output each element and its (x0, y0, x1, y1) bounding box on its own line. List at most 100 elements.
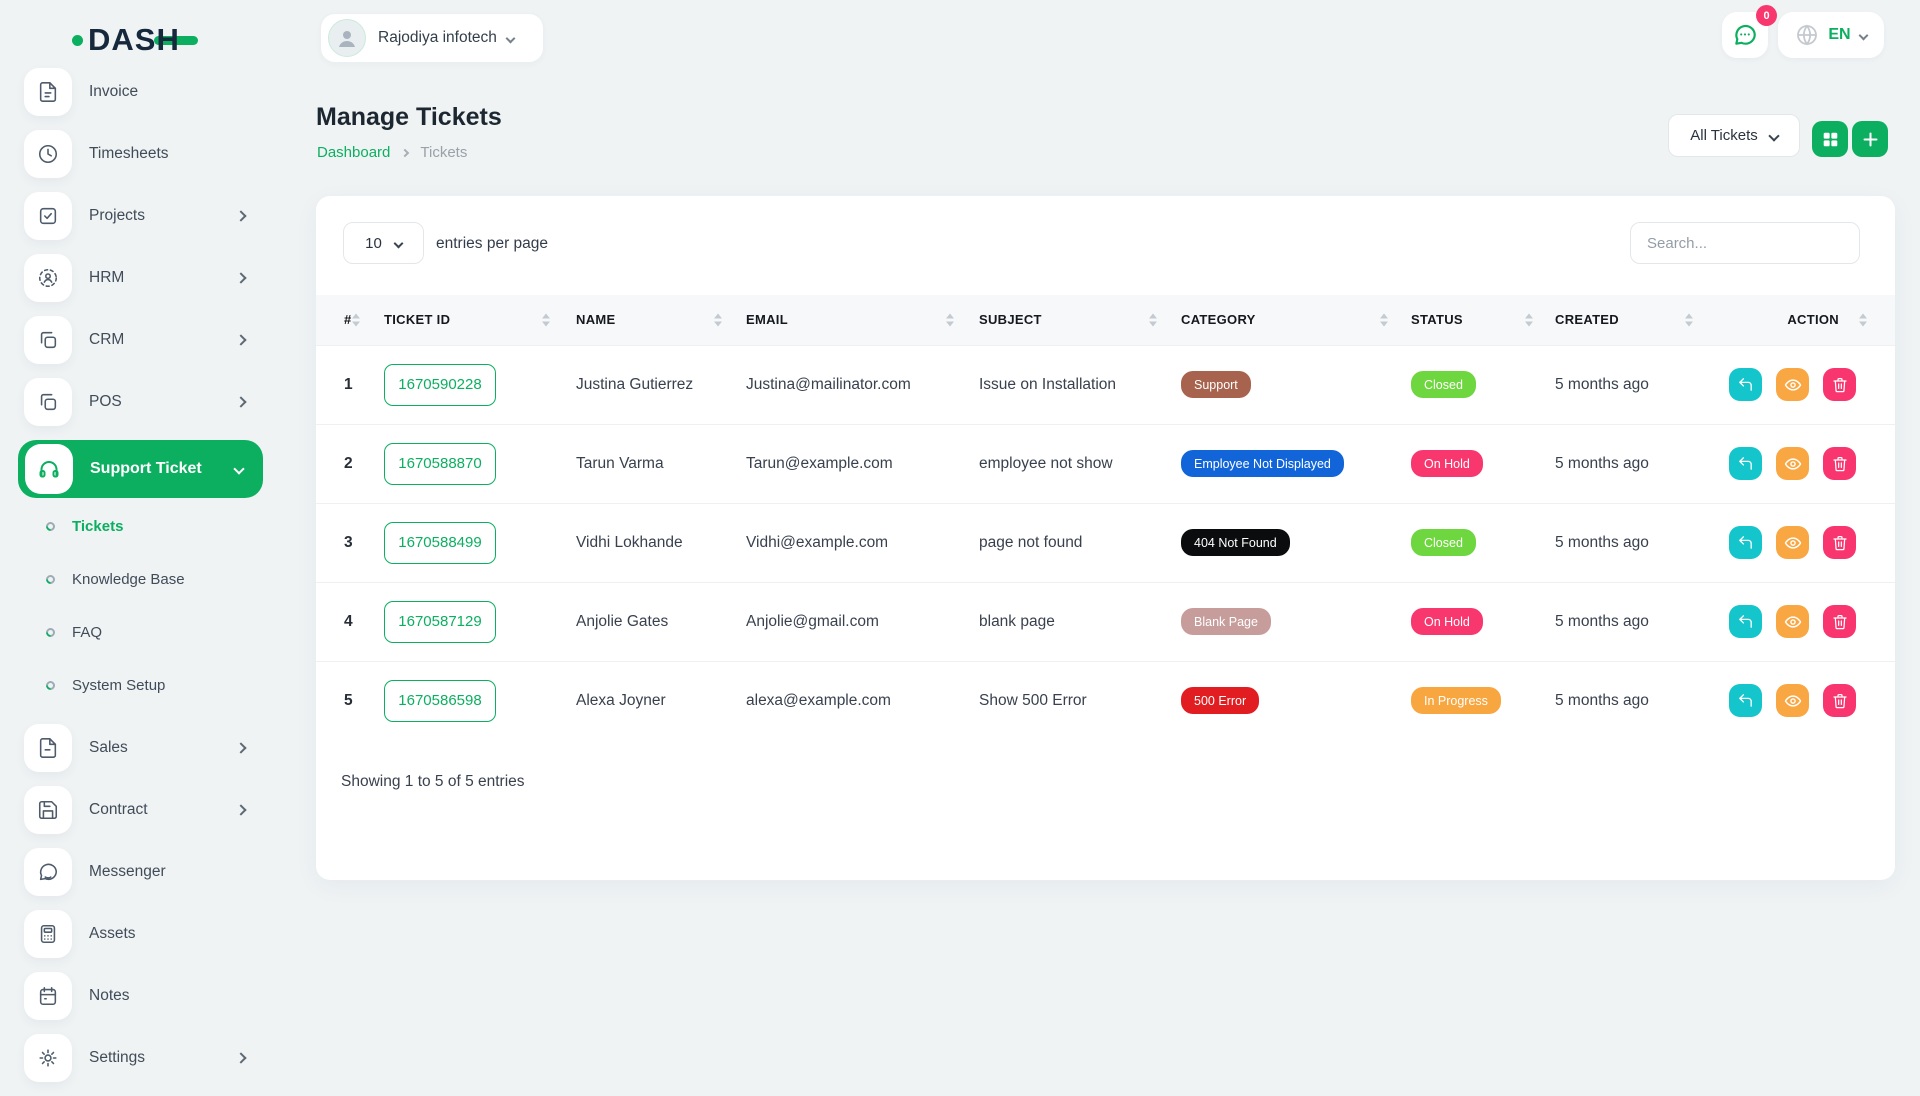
trash-icon (1832, 535, 1847, 550)
category-badge: 500 Error (1181, 687, 1260, 715)
reply-button[interactable] (1729, 605, 1762, 638)
trash-icon (1832, 693, 1847, 709)
sort-icon (352, 313, 360, 327)
row-number: 2 (316, 423, 374, 503)
ticket-created: 5 months ago (1547, 423, 1707, 503)
breadcrumb-current: Tickets (420, 144, 468, 161)
column-header-email[interactable]: EMAIL (736, 295, 968, 345)
view-button[interactable] (1776, 605, 1809, 638)
ticket-id-link[interactable]: 1670588870 (384, 442, 496, 485)
delete-button[interactable] (1823, 684, 1856, 718)
sort-icon (1149, 313, 1157, 327)
table-header-row: # TICKET ID NAME EMAIL SUBJECT CATEGORY … (316, 295, 1895, 345)
sidebar-item-faq[interactable]: FAQ (44, 618, 265, 646)
language-selector[interactable]: EN (1778, 12, 1884, 58)
ticket-subject: blank page (968, 581, 1171, 661)
table-row: 4 1670587129 Anjolie Gates Anjolie@gmail… (316, 581, 1895, 661)
breadcrumb-dashboard-link[interactable]: Dashboard (317, 144, 391, 161)
ticket-subject: Issue on Installation (968, 344, 1171, 424)
search-input[interactable] (1630, 222, 1860, 264)
column-header-created[interactable]: CREATED (1547, 295, 1707, 345)
sidebar-item-notes[interactable]: Notes (24, 972, 251, 1020)
reply-button[interactable] (1729, 368, 1762, 401)
ticket-subject: page not found (968, 502, 1171, 582)
sidebar-item-assets[interactable]: Assets (24, 910, 251, 958)
bullet-icon (44, 572, 57, 586)
row-number: 5 (316, 660, 374, 740)
sidebar-item-contract[interactable]: Contract (24, 786, 251, 834)
ticket-id-link[interactable]: 1670586598 (384, 679, 496, 722)
language-code: EN (1828, 26, 1851, 43)
entries-per-page-select[interactable]: 10 (343, 222, 424, 264)
view-button[interactable] (1776, 447, 1809, 480)
sidebar-item-pos[interactable]: POS (24, 378, 251, 426)
ticket-id-link[interactable]: 1670588499 (384, 521, 496, 564)
ticket-filter-select[interactable]: All Tickets (1668, 114, 1800, 157)
column-header-num[interactable]: # (316, 295, 374, 345)
bullet-icon (44, 625, 57, 639)
table-row: 1 1670590228 Justina Gutierrez Justina@m… (316, 344, 1895, 424)
sidebar-item-settings[interactable]: Settings (24, 1034, 251, 1082)
sidebar-item-projects[interactable]: Projects (24, 192, 251, 240)
sidebar-item-support-ticket[interactable]: Support Ticket (18, 440, 263, 498)
ticket-id-link[interactable]: 1670587129 (384, 600, 496, 643)
sidebar-item-knowledge-base[interactable]: Knowledge Base (44, 565, 265, 593)
status-badge: Closed (1411, 371, 1476, 398)
sidebar-item-sales[interactable]: Sales (24, 724, 251, 772)
entries-value: 10 (365, 234, 382, 252)
column-header-subject[interactable]: SUBJECT (968, 295, 1171, 345)
ticket-name: Justina Gutierrez (564, 344, 736, 424)
chevron-down-icon (1768, 129, 1780, 142)
add-ticket-button[interactable] (1852, 121, 1888, 157)
view-button[interactable] (1776, 684, 1809, 718)
grid-icon (1822, 131, 1839, 148)
ticket-name: Vidhi Lokhande (564, 502, 736, 582)
reply-button[interactable] (1729, 526, 1762, 559)
column-header-ticket-id[interactable]: TICKET ID (374, 295, 564, 345)
chevron-down-icon (233, 463, 245, 475)
sort-icon (1685, 313, 1693, 327)
calculator-icon (24, 910, 72, 958)
row-number: 1 (316, 344, 374, 424)
chevron-down-icon (505, 33, 516, 43)
sidebar-item-messenger[interactable]: Messenger (24, 848, 251, 896)
view-button[interactable] (1776, 368, 1809, 401)
grid-view-button[interactable] (1812, 121, 1848, 157)
view-button[interactable] (1776, 526, 1809, 559)
status-badge: In Progress (1411, 687, 1501, 715)
app-logo[interactable]: DASH (72, 22, 198, 58)
column-header-action[interactable]: ACTION (1707, 295, 1895, 345)
user-scan-icon (24, 254, 72, 302)
ticket-id-link[interactable]: 1670590228 (384, 363, 496, 406)
delete-button[interactable] (1823, 447, 1856, 480)
column-header-name[interactable]: NAME (564, 295, 736, 345)
ticket-created: 5 months ago (1547, 660, 1707, 740)
messages-button[interactable]: 0 (1722, 5, 1777, 58)
delete-button[interactable] (1823, 368, 1856, 401)
delete-button[interactable] (1823, 526, 1856, 559)
reply-icon (1739, 378, 1752, 391)
ticket-email: Justina@mailinator.com (736, 344, 968, 424)
column-header-category[interactable]: CATEGORY (1171, 295, 1402, 345)
reply-button[interactable] (1729, 684, 1762, 718)
status-badge: On Hold (1411, 450, 1483, 477)
eye-icon (1784, 695, 1801, 707)
workspace-switcher[interactable]: Rajodiya infotech (320, 13, 544, 63)
category-badge: 404 Not Found (1181, 529, 1290, 556)
reply-icon (1739, 536, 1752, 549)
sidebar-item-system-setup[interactable]: System Setup (44, 671, 265, 699)
sidebar-nav: Invoice Timesheets Projects HRM (0, 64, 265, 1096)
sidebar-item-tickets[interactable]: Tickets (44, 512, 265, 540)
headphones-icon (25, 444, 73, 494)
column-header-status[interactable]: STATUS (1402, 295, 1547, 345)
reply-button[interactable] (1729, 447, 1762, 480)
chevron-right-icon (235, 396, 247, 408)
sidebar-item-crm[interactable]: CRM (24, 316, 251, 364)
sidebar-item-invoice[interactable]: Invoice (24, 68, 251, 116)
ticket-name: Anjolie Gates (564, 581, 736, 661)
ticket-created: 5 months ago (1547, 502, 1707, 582)
sidebar-item-hrm[interactable]: HRM (24, 254, 251, 302)
sidebar-item-timesheets[interactable]: Timesheets (24, 130, 251, 178)
chevron-right-icon (235, 334, 247, 346)
delete-button[interactable] (1823, 605, 1856, 638)
